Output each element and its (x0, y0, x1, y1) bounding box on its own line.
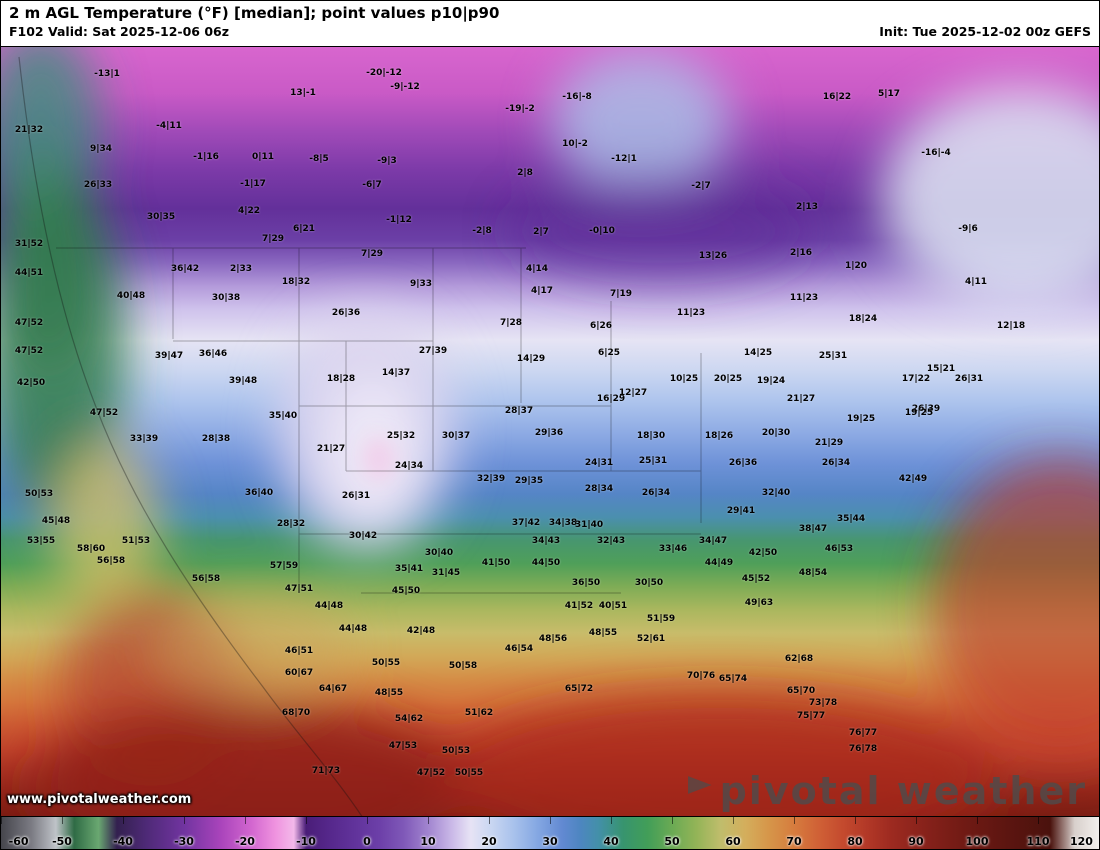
colorbar-tick (123, 817, 124, 824)
colorbar-tick (672, 817, 673, 824)
colorbar-tick (916, 817, 917, 824)
colorbar-tick-label: -60 (8, 835, 29, 848)
colorbar-tick-label: 120 (1069, 835, 1093, 848)
colorbar-tick (184, 817, 185, 824)
pacific-coastline (18, 56, 364, 818)
colorbar-tick-label: 50 (664, 835, 680, 848)
colorbar-tick-label: -30 (174, 835, 194, 848)
site-url: www.pivotalweather.com (7, 792, 192, 807)
colorbar-tick-label: 110 (1026, 835, 1050, 848)
colorbar-tick-label: -20 (235, 835, 255, 848)
colorbar-tick (428, 817, 429, 824)
temperature-colorbar: -60 -50 -40 -30 -20 -10 0 10 20 30 40 50 60 70 80 90 100… (1, 816, 1099, 849)
colorbar-tick (794, 817, 795, 824)
colorbar-tick (306, 817, 307, 824)
colorbar-tick (977, 817, 978, 824)
colorbar-tick (1038, 817, 1039, 824)
colorbar-tick-label: -40 (113, 835, 133, 848)
temperature-map (1, 47, 1099, 818)
state-borders (56, 247, 702, 594)
colorbar-tick (1, 817, 2, 824)
colorbar-tick-label: 70 (786, 835, 802, 848)
colorbar-tick-label: 10 (420, 835, 436, 848)
colorbar-tick-label: -50 (52, 835, 72, 848)
valid-time-label: F102 Valid: Sat 2025-12-06 06z (9, 24, 230, 39)
cold-pocket (363, 437, 395, 481)
page-title: 2 m AGL Temperature (°F) [median]; point… (9, 4, 500, 22)
colorbar-tick (611, 817, 612, 824)
colorbar-tick (62, 817, 63, 824)
watermark: pivotal weather (687, 769, 1087, 813)
header-bar: 2 m AGL Temperature (°F) [median]; point… (1, 1, 1099, 47)
colorbar-tick-label: 60 (725, 835, 741, 848)
colorbar-ticks: -60 -50 -40 -30 -20 -10 0 10 20 30 40 50 60 70 80 90 100… (1, 817, 1099, 849)
colorbar-tick-label: 30 (542, 835, 558, 848)
colorbar-tick-label: 0 (363, 835, 371, 848)
colorbar-tick (367, 817, 368, 824)
pivotal-logo-icon (687, 776, 712, 806)
colorbar-tick (489, 817, 490, 824)
colorbar-tick-label: 20 (481, 835, 497, 848)
temperature-field-features (1, 47, 1099, 818)
colorbar-tick-label: 90 (908, 835, 924, 848)
colorbar-tick (855, 817, 856, 824)
colorbar-tick-label: 40 (603, 835, 619, 848)
colorbar-tick-label: 100 (965, 835, 989, 848)
colorbar-tick-label: 80 (847, 835, 863, 848)
colorbar-tick-label: -10 (296, 835, 316, 848)
colorbar-tick (550, 817, 551, 824)
watermark-text: pivotal weather (719, 769, 1087, 813)
colorbar-tick (245, 817, 246, 824)
colorbar-tick (733, 817, 734, 824)
init-time-label: Init: Tue 2025-12-02 00z GEFS (879, 24, 1091, 39)
map-field (1, 47, 1099, 818)
